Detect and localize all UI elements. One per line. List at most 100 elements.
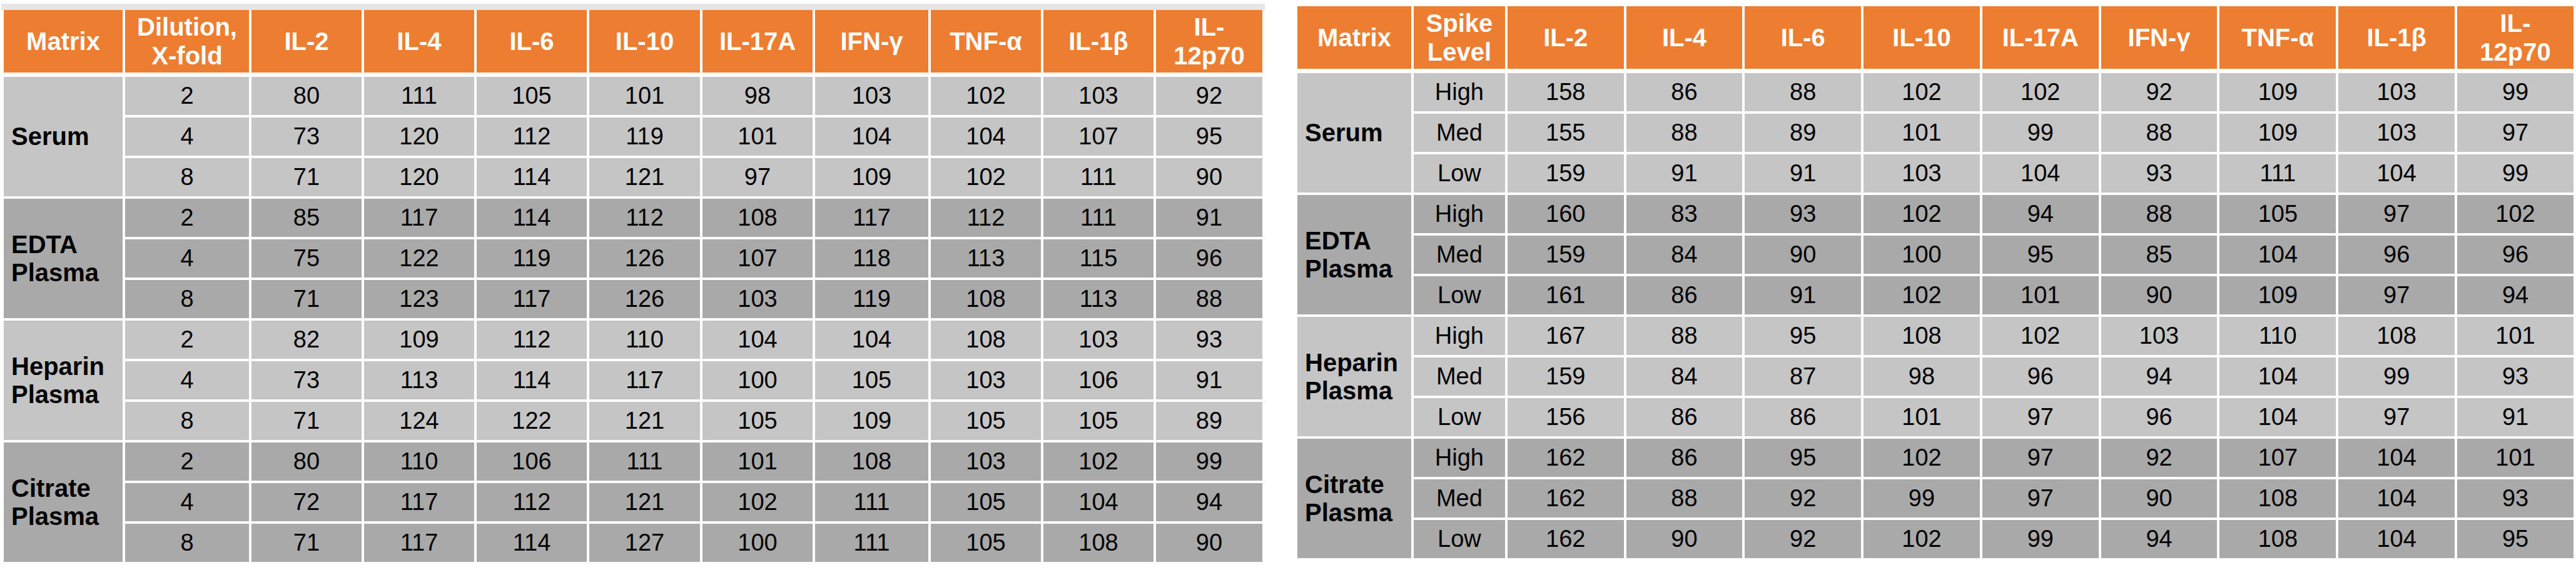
- value-cell: 103: [701, 279, 814, 319]
- value-cell: 114: [475, 157, 588, 198]
- value-cell: 104: [2337, 153, 2456, 194]
- table-row: 8711201141219710910211190: [3, 157, 1264, 198]
- value-cell: 112: [475, 116, 588, 157]
- value-cell: 109: [2218, 275, 2337, 316]
- value-cell: 112: [475, 482, 588, 522]
- value-cell: 104: [930, 116, 1042, 157]
- table-row: Citrate PlasmaHigh1628695102979210710410…: [1296, 438, 2575, 478]
- value-cell: 111: [588, 441, 701, 482]
- value-cell: 109: [2218, 112, 2337, 153]
- value-cell: 161: [1506, 275, 1625, 316]
- value-cell: 71: [250, 279, 363, 319]
- value-cell: 71: [250, 522, 363, 563]
- value-cell: 109: [814, 157, 930, 198]
- value-cell: 108: [2337, 316, 2456, 356]
- value-cell: 105: [930, 401, 1042, 441]
- matrix-cell: EDTA Plasma: [3, 198, 124, 319]
- value-cell: 89: [1155, 401, 1264, 441]
- value-cell: 95: [2456, 519, 2575, 559]
- value-cell: 108: [1862, 316, 1981, 356]
- value-cell: 97: [1981, 397, 2100, 438]
- value-cell: 108: [814, 441, 930, 482]
- value-cell: 99: [1981, 519, 2100, 559]
- value-cell: 103: [2337, 112, 2456, 153]
- value-cell: 99: [2337, 356, 2456, 397]
- value-cell: 87: [1743, 356, 1862, 397]
- value-cell: 111: [363, 75, 475, 117]
- value-cell: 113: [930, 238, 1042, 279]
- value-cell: 112: [475, 319, 588, 360]
- value-cell: 108: [1042, 522, 1155, 563]
- value-cell: 85: [250, 198, 363, 238]
- table-row: Low156868610197961049791: [1296, 397, 2575, 438]
- value-cell: 104: [814, 116, 930, 157]
- value-cell: 97: [2337, 275, 2456, 316]
- value-cell: 104: [2218, 356, 2337, 397]
- value-cell: 113: [363, 360, 475, 401]
- value-cell: 104: [814, 319, 930, 360]
- value-cell: 99: [2456, 71, 2575, 113]
- spike-level-cell: Med: [1412, 234, 1506, 275]
- matrix-cell: Serum: [3, 75, 124, 198]
- value-cell: 90: [1743, 234, 1862, 275]
- value-cell: 101: [1981, 275, 2100, 316]
- value-cell: 85: [2100, 234, 2219, 275]
- spike-level-cell: Low: [1412, 397, 1506, 438]
- value-cell: 75: [250, 238, 363, 279]
- table-row: EDTA PlasmaHigh1608393102948810597102: [1296, 194, 2575, 234]
- dilution-cell: 8: [124, 157, 250, 198]
- value-cell: 93: [1743, 194, 1862, 234]
- value-cell: 80: [250, 441, 363, 482]
- value-cell: 94: [1155, 482, 1264, 522]
- value-cell: 97: [2337, 194, 2456, 234]
- value-cell: 95: [1743, 438, 1862, 478]
- spike-level-cell: High: [1412, 71, 1506, 113]
- value-cell: 96: [1981, 356, 2100, 397]
- value-cell: 93: [1155, 319, 1264, 360]
- value-cell: 108: [930, 279, 1042, 319]
- dilution-cell: 2: [124, 441, 250, 482]
- table-row: 47512211912610711811311596: [3, 238, 1264, 279]
- value-cell: 117: [588, 360, 701, 401]
- value-cell: 126: [588, 279, 701, 319]
- value-cell: 90: [1155, 157, 1264, 198]
- value-cell: 71: [250, 157, 363, 198]
- value-cell: 160: [1506, 194, 1625, 234]
- table-row: Serum2801111051019810310210392: [3, 75, 1264, 117]
- value-cell: 104: [2337, 519, 2456, 559]
- value-cell: 95: [1155, 116, 1264, 157]
- value-cell: 162: [1506, 438, 1625, 478]
- value-cell: 123: [363, 279, 475, 319]
- value-cell: 155: [1506, 112, 1625, 153]
- value-cell: 156: [1506, 397, 1625, 438]
- value-cell: 162: [1506, 519, 1625, 559]
- value-cell: 102: [1862, 438, 1981, 478]
- value-cell: 102: [701, 482, 814, 522]
- table-row: 47311311411710010510310691: [3, 360, 1264, 401]
- value-cell: 101: [2456, 316, 2575, 356]
- dilution-cell: 8: [124, 279, 250, 319]
- value-cell: 95: [1743, 316, 1862, 356]
- value-cell: 118: [814, 238, 930, 279]
- value-cell: 90: [1155, 522, 1264, 563]
- value-cell: 119: [475, 238, 588, 279]
- value-cell: 92: [2100, 71, 2219, 113]
- value-cell: 97: [2456, 112, 2575, 153]
- value-cell: 107: [2218, 438, 2337, 478]
- column-header-il-6: IL-6: [1743, 5, 1862, 71]
- value-cell: 120: [363, 157, 475, 198]
- dilution-cell: 2: [124, 319, 250, 360]
- value-cell: 103: [2100, 316, 2219, 356]
- table-row: Med162889299979010810493: [1296, 478, 2575, 519]
- value-cell: 71: [250, 401, 363, 441]
- dilution-cell: 4: [124, 116, 250, 157]
- value-cell: 98: [1862, 356, 1981, 397]
- value-cell: 91: [1743, 153, 1862, 194]
- value-cell: 120: [363, 116, 475, 157]
- value-cell: 117: [475, 279, 588, 319]
- value-cell: 109: [363, 319, 475, 360]
- value-cell: 96: [2100, 397, 2219, 438]
- value-cell: 105: [1042, 401, 1155, 441]
- value-cell: 90: [2100, 275, 2219, 316]
- value-cell: 101: [1862, 112, 1981, 153]
